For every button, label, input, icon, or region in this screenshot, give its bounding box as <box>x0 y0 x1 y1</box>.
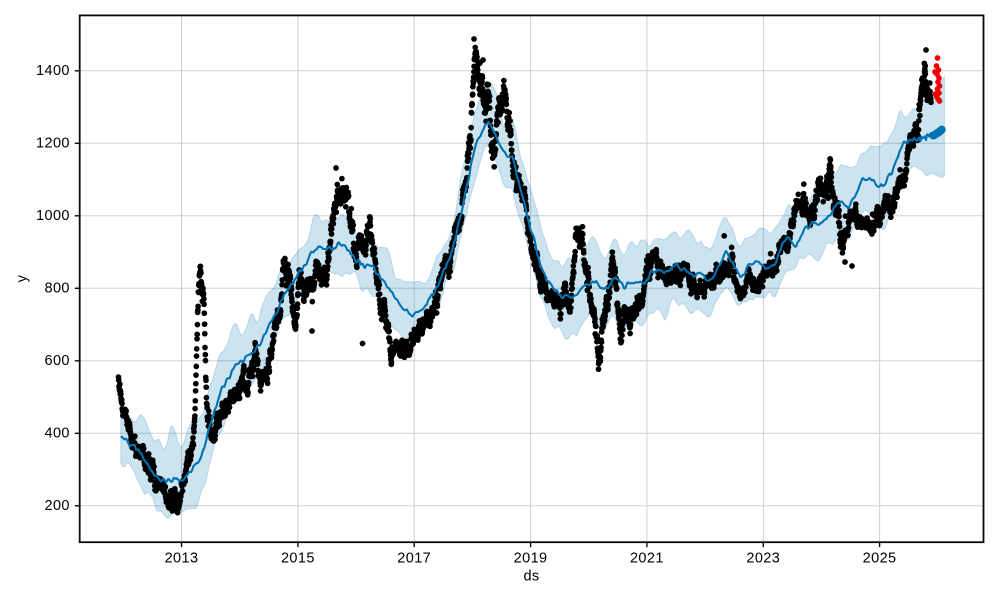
svg-text:y: y <box>15 274 31 282</box>
svg-text:ds: ds <box>523 569 539 585</box>
svg-text:2017: 2017 <box>397 550 431 566</box>
svg-text:400: 400 <box>44 425 69 441</box>
svg-text:600: 600 <box>44 353 69 369</box>
svg-text:2023: 2023 <box>746 550 780 566</box>
svg-text:2015: 2015 <box>281 550 315 566</box>
svg-text:1000: 1000 <box>36 208 70 224</box>
svg-text:2013: 2013 <box>165 550 199 566</box>
svg-text:1400: 1400 <box>36 63 70 79</box>
svg-text:2025: 2025 <box>863 550 897 566</box>
svg-text:800: 800 <box>44 280 69 296</box>
svg-text:200: 200 <box>44 498 69 514</box>
svg-text:1200: 1200 <box>36 135 70 151</box>
svg-text:2021: 2021 <box>630 550 664 566</box>
svg-text:2019: 2019 <box>514 550 548 566</box>
